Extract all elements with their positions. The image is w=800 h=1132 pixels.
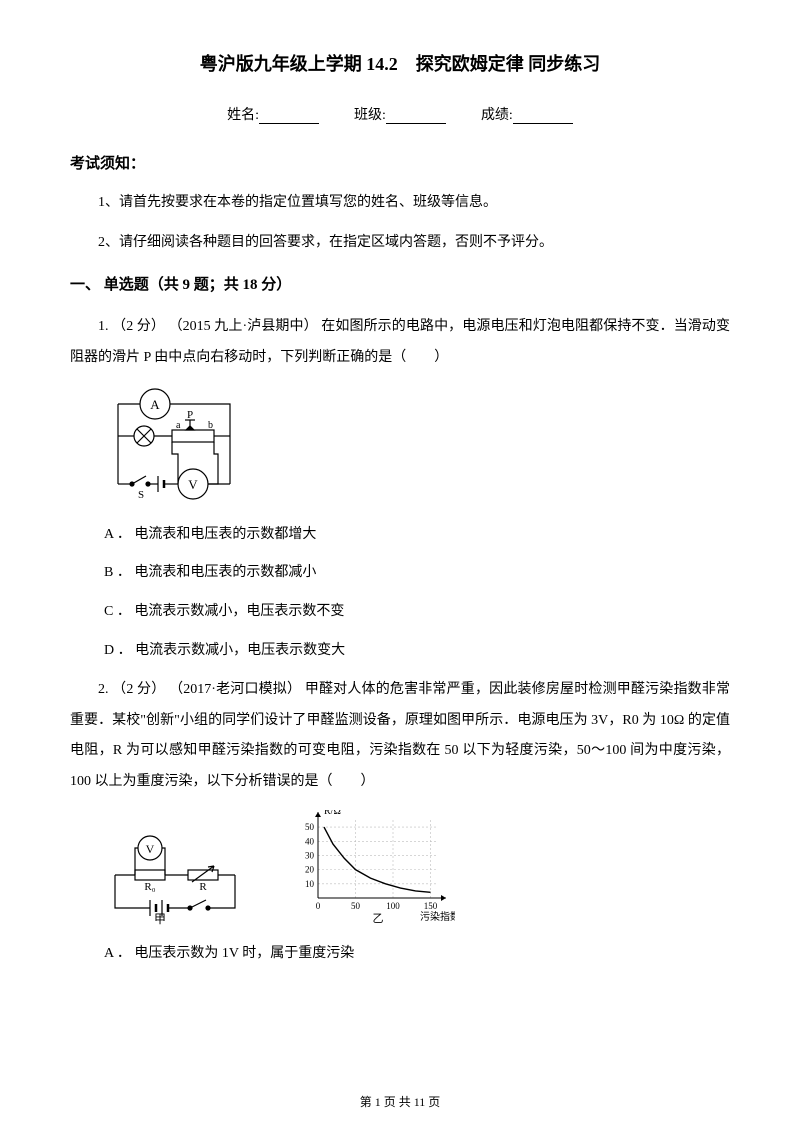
svg-text:S: S (138, 489, 144, 501)
name-blank (259, 108, 319, 124)
svg-text:A: A (150, 397, 160, 412)
section-heading: 一、 单选题（共 9 题；共 18 分） (70, 273, 730, 294)
page-footer: 第 1 页 共 11 页 (70, 1093, 730, 1110)
svg-text:50: 50 (305, 822, 315, 832)
instruction-1: 1、请首先按要求在本卷的指定位置填写您的姓名、班级等信息。 (70, 189, 730, 217)
q2-stem: 2. （2 分） （2017·老河口模拟） 甲醛对人体的危害非常严重，因此装修房… (70, 675, 730, 798)
svg-text:150: 150 (424, 901, 438, 911)
svg-text:污染指数: 污染指数 (420, 910, 455, 923)
svg-text:b: b (208, 420, 213, 431)
q1-option-b: B ． 电流表和电压表的示数都减小 (104, 558, 730, 589)
q2-circuit-diagram: R₀ R V 甲 (100, 830, 250, 925)
q1-stem: 1. （2 分） （2015 九上·泸县期中） 在如图所示的电路中，电源电压和灯… (70, 312, 730, 374)
svg-text:50: 50 (351, 901, 361, 911)
page-title: 粤沪版九年级上学期 14.2 探究欧姆定律 同步练习 (70, 50, 730, 76)
svg-text:P: P (187, 409, 193, 421)
class-label: 班级: (354, 104, 386, 124)
name-label: 姓名: (227, 104, 259, 124)
q2-option-a: A ． 电压表示数为 1V 时，属于重度污染 (104, 939, 730, 970)
svg-text:100: 100 (386, 901, 400, 911)
svg-text:a: a (176, 420, 181, 431)
svg-text:30: 30 (305, 850, 315, 860)
instruction-2: 2、请仔细阅读各种题目的回答要求，在指定区域内答题，否则不予评分。 (70, 229, 730, 257)
class-blank (386, 108, 446, 124)
q1-diagram: A P a b S (100, 386, 730, 506)
svg-text:V: V (188, 477, 198, 492)
q1-option-a: A ． 电流表和电压表的示数都增大 (104, 520, 730, 551)
score-blank (513, 108, 573, 124)
q1-option-c: C ． 电流表示数减小，电压表示数不变 (104, 597, 730, 628)
info-line: 姓名: 班级: 成绩: (70, 104, 730, 124)
q1-option-d: D ． 电流表示数减小，电压表示数变大 (104, 636, 730, 667)
svg-text:R: R (199, 881, 207, 893)
svg-text:10: 10 (305, 879, 315, 889)
svg-text:20: 20 (305, 865, 315, 875)
q2-diagrams: R₀ R V 甲 10 20 30 40 50 0 50 100 150 R/Ω 污染指数 乙 (100, 810, 730, 925)
q2-graph: 10 20 30 40 50 0 50 100 150 R/Ω 污染指数 乙 (290, 810, 455, 925)
svg-text:0: 0 (316, 901, 321, 911)
svg-text:甲: 甲 (154, 912, 166, 925)
score-label: 成绩: (481, 104, 513, 124)
svg-text:40: 40 (305, 836, 315, 846)
notice-heading: 考试须知： (70, 152, 730, 173)
svg-text:乙: 乙 (373, 912, 384, 925)
svg-text:R/Ω: R/Ω (324, 810, 341, 817)
svg-text:V: V (146, 842, 155, 856)
svg-text:R₀: R₀ (144, 881, 155, 893)
